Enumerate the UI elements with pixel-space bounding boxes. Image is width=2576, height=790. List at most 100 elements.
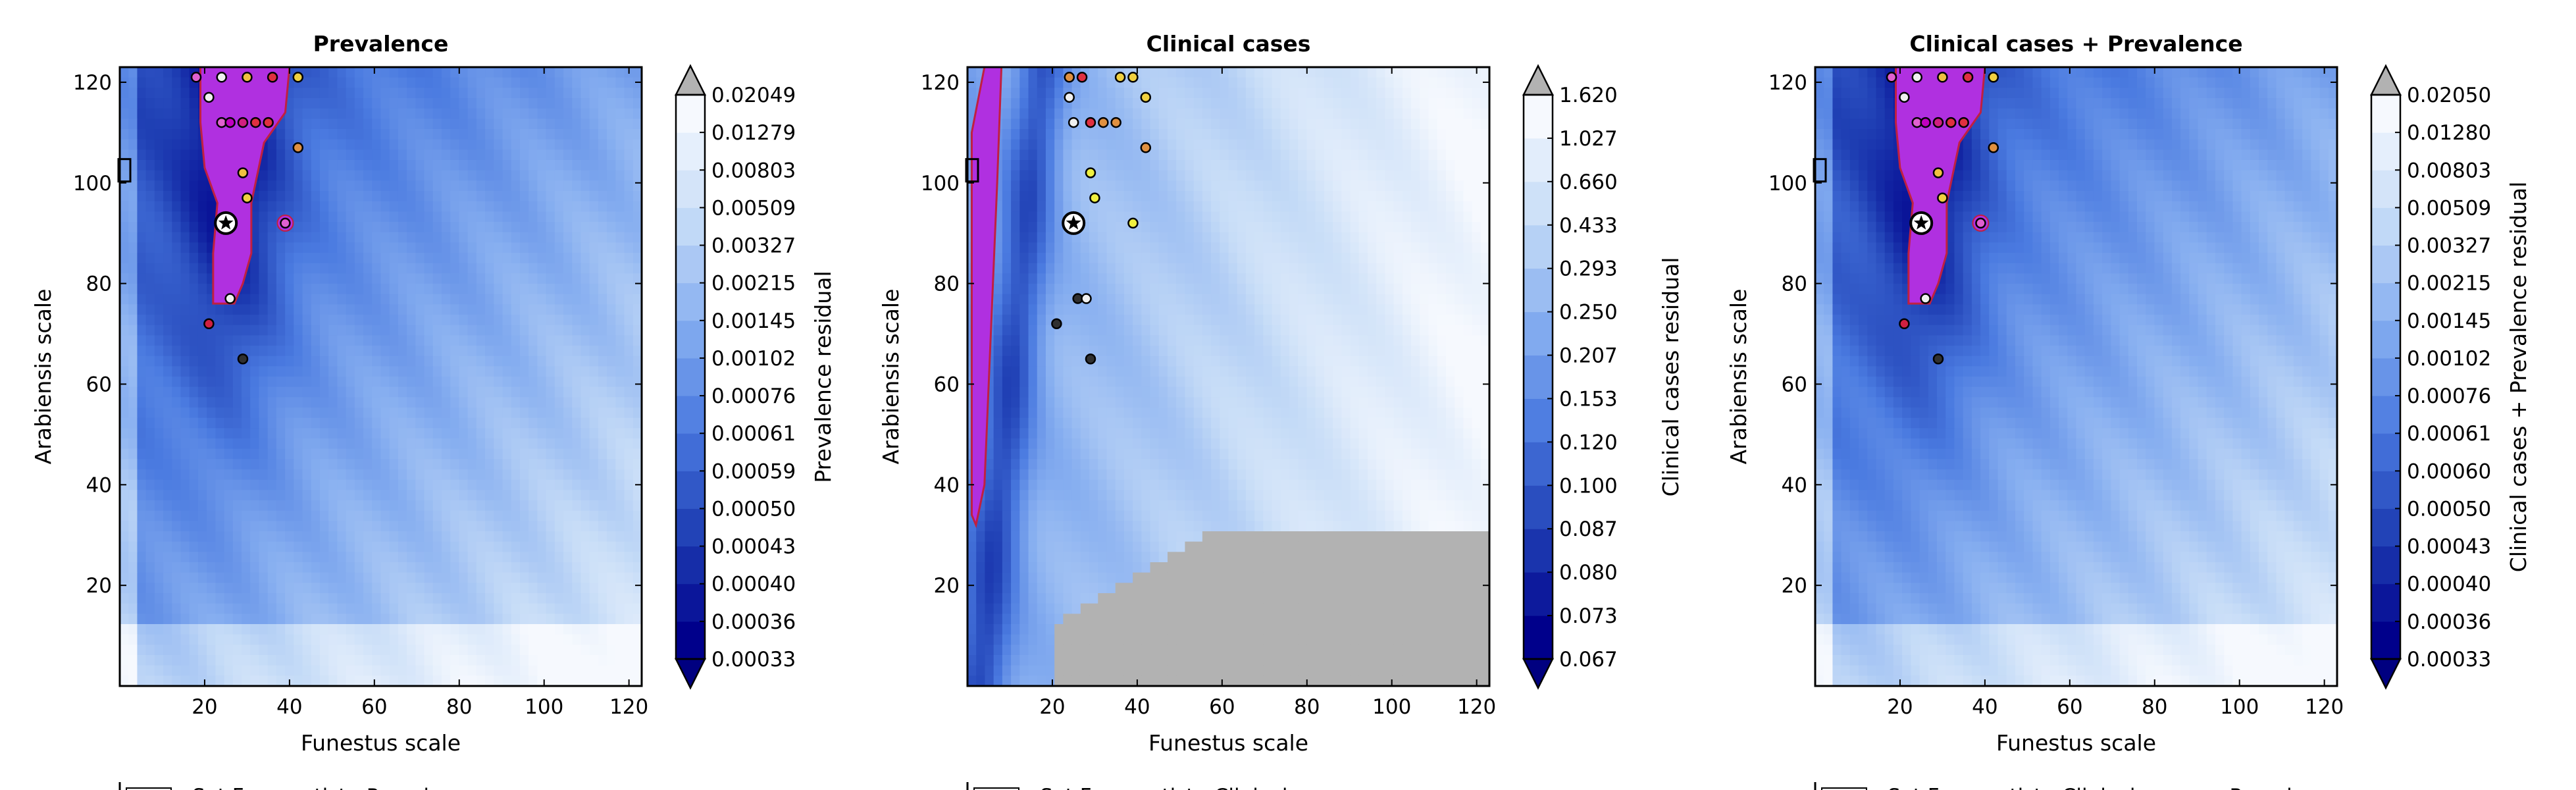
field-cell <box>546 377 555 388</box>
field-cell <box>589 562 599 573</box>
field-cell <box>1254 201 1264 212</box>
field-cell <box>1463 98 1473 109</box>
field-cell <box>572 386 582 398</box>
field-cell <box>424 273 434 284</box>
field-cell <box>424 583 434 594</box>
field-cell <box>1402 170 1412 181</box>
field-cell <box>311 346 321 357</box>
field-cell <box>137 180 147 192</box>
field-cell <box>1333 180 1342 192</box>
field-cell <box>511 593 521 604</box>
field-cell <box>415 428 425 439</box>
field-cell <box>467 232 477 243</box>
field-cell <box>389 118 399 130</box>
field-cell <box>285 149 294 161</box>
field-cell <box>1472 118 1481 130</box>
field-cell <box>354 531 364 542</box>
field-cell <box>1341 170 1351 181</box>
field-cell <box>145 139 155 150</box>
field-cell <box>1054 108 1064 119</box>
field-cell <box>372 242 382 253</box>
field-cell <box>172 191 182 202</box>
field-cell <box>432 242 442 253</box>
field-cell <box>1237 253 1247 264</box>
field-cell <box>442 428 451 439</box>
field-cell <box>197 634 207 645</box>
field-cell <box>154 614 164 625</box>
field-cell <box>1158 170 1168 181</box>
field-cell <box>1063 170 1073 181</box>
field-cell <box>1054 232 1064 243</box>
field-cell <box>372 614 382 625</box>
field-cell <box>554 108 564 119</box>
field-cell <box>346 222 355 233</box>
field-cell <box>1333 149 1342 161</box>
field-cell <box>424 552 434 563</box>
field-cell <box>128 273 138 284</box>
field-cell <box>1367 180 1377 192</box>
field-cell <box>285 284 294 295</box>
field-cell <box>1150 242 1160 253</box>
field-cell <box>1333 263 1342 274</box>
field-cell <box>372 469 382 481</box>
field-cell <box>120 315 129 326</box>
field-cell <box>1106 263 1116 274</box>
field-cell <box>120 253 129 264</box>
field-cell <box>519 675 529 686</box>
field-cell <box>302 366 312 377</box>
scatter-point <box>250 117 261 128</box>
field-cell <box>294 108 303 119</box>
field-cell <box>519 232 529 243</box>
field-cell <box>424 284 434 295</box>
field-cell <box>311 397 321 408</box>
field-cell <box>1376 222 1385 233</box>
field-cell <box>589 232 599 243</box>
field-cell <box>1420 180 1430 192</box>
field-cell <box>511 325 521 336</box>
field-cell <box>250 273 260 284</box>
field-cell <box>424 170 434 181</box>
field-cell <box>1463 253 1473 264</box>
field-cell <box>624 77 634 88</box>
field-cell <box>1306 88 1316 99</box>
field-cell <box>554 531 564 542</box>
field-cell <box>363 459 373 470</box>
field-cell <box>180 366 190 377</box>
field-cell <box>1037 108 1046 119</box>
field-cell <box>407 304 416 315</box>
field-cell <box>163 232 172 243</box>
field-cell <box>311 366 321 377</box>
field-cell <box>250 366 260 377</box>
field-cell <box>137 583 147 594</box>
field-cell <box>328 129 338 140</box>
field-cell <box>432 531 442 542</box>
field-cell <box>128 253 138 264</box>
field-cell <box>380 572 390 583</box>
field-cell <box>389 510 399 521</box>
field-cell <box>494 325 503 336</box>
field-cell <box>1228 201 1238 212</box>
field-cell <box>128 469 138 481</box>
scatter-point <box>280 217 291 229</box>
field-cell <box>285 139 294 150</box>
field-cell <box>267 263 277 274</box>
field-cell <box>372 562 382 573</box>
field-cell <box>311 417 321 429</box>
field-cell <box>1350 129 1360 140</box>
field-cell <box>319 655 329 666</box>
field-cell <box>415 149 425 161</box>
field-cell <box>511 253 521 264</box>
field-cell <box>1463 170 1473 181</box>
field-cell <box>294 510 303 521</box>
field-cell <box>215 315 225 326</box>
field-cell <box>294 593 303 604</box>
field-cell <box>502 118 512 130</box>
field-cell <box>363 77 373 88</box>
field-cell <box>494 67 503 78</box>
field-cell <box>1002 222 1012 233</box>
field-cell <box>459 614 469 625</box>
field-cell <box>589 346 599 357</box>
field-cell <box>276 562 286 573</box>
field-cell <box>319 675 329 686</box>
field-cell <box>537 500 547 512</box>
